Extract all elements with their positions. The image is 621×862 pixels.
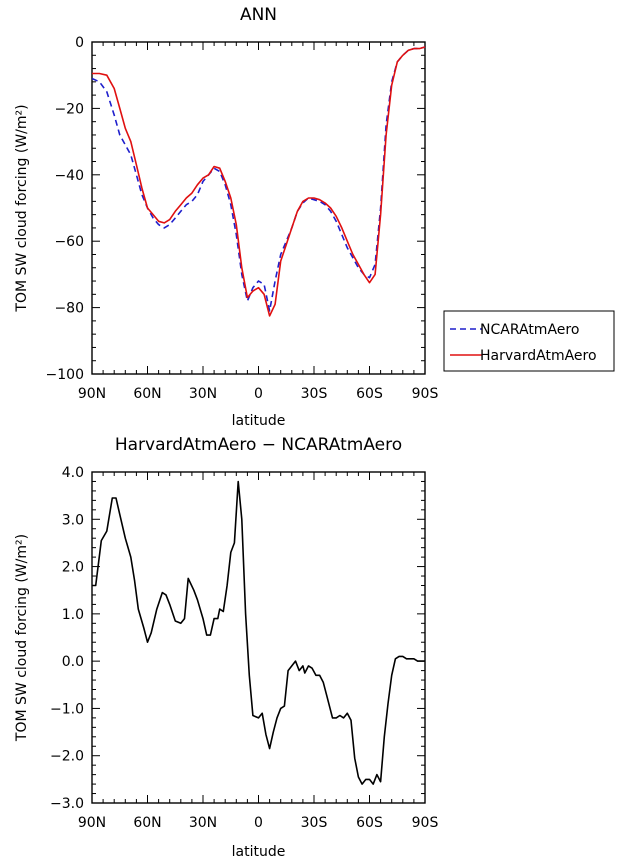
series-line-harvardatmaero	[92, 46, 426, 317]
chart-title: ANN	[240, 5, 277, 25]
legend-label: NCARAtmAero	[480, 322, 579, 338]
legend-box	[443, 310, 615, 372]
x-tick-label: 60N	[133, 386, 161, 402]
series-line-difference	[92, 480, 425, 785]
x-tick-label: 90S	[412, 815, 439, 831]
x-tick-label: 0	[254, 386, 263, 402]
y-tick-label: −60	[54, 234, 84, 250]
x-tick-label: 60S	[356, 386, 383, 402]
x-tick-label: 30N	[189, 386, 217, 402]
chart-title: HarvardAtmAero − NCARAtmAero	[115, 435, 402, 455]
x-tick-label: 90N	[78, 386, 106, 402]
y-tick-label: 0	[75, 35, 84, 51]
y-tick-label: −3.0	[50, 796, 84, 812]
legend-label: HarvardAtmAero	[480, 348, 597, 364]
x-tick-label: 60N	[133, 815, 161, 831]
y-tick-label: 1.0	[62, 607, 84, 623]
x-tick-label: 60S	[356, 815, 383, 831]
y-tick-label: −2.0	[50, 749, 84, 765]
x-axis-label: latitude	[232, 844, 286, 860]
x-tick-label: 30S	[301, 386, 328, 402]
x-axis-label: latitude	[232, 413, 286, 429]
y-tick-label: 3.0	[62, 512, 84, 528]
y-tick-label: −80	[54, 301, 84, 317]
x-tick-label: 30N	[189, 815, 217, 831]
plot-frame	[91, 41, 426, 375]
series-line-ncaratmaero	[91, 46, 426, 312]
y-tick-label: −20	[54, 101, 84, 117]
plot-frame	[91, 471, 426, 804]
y-tick-label: 2.0	[62, 560, 84, 576]
y-axis-label: TOM SW cloud forcing (W/m²)	[14, 104, 30, 312]
y-tick-label: 0.0	[62, 654, 84, 670]
y-tick-label: 4.0	[62, 465, 84, 481]
y-tick-label: −1.0	[50, 701, 84, 717]
y-tick-label: −40	[54, 168, 84, 184]
x-tick-label: 30S	[301, 815, 328, 831]
x-tick-label: 90S	[412, 386, 439, 402]
y-axis-label: TOM SW cloud forcing (W/m²)	[14, 534, 30, 742]
y-tick-label: −100	[46, 367, 84, 383]
x-tick-label: 0	[254, 815, 263, 831]
x-tick-label: 90N	[78, 815, 106, 831]
